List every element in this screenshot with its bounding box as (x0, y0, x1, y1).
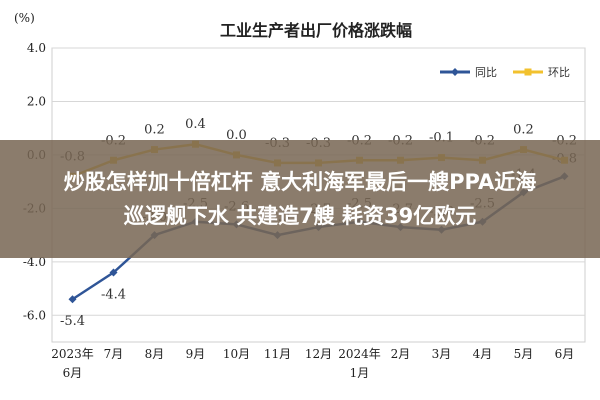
x-tick-label-1: 7月 (104, 347, 124, 361)
x-tick-label-9: 3月 (432, 347, 452, 361)
series-1-label-4: 0.0 (226, 128, 247, 143)
x-tick-label-0-1: 6月 (63, 366, 83, 380)
news-headline-overlay[interactable]: 炒股怎样加十倍杠杆 意大利海军最后一艘PPA近海 巡逻舰下水 共建造7艘 耗资3… (0, 140, 600, 258)
x-tick-label-8: 2月 (391, 347, 411, 361)
legend-label-1: 环比 (548, 66, 570, 79)
series-1-label-2: 0.2 (144, 123, 165, 138)
x-tick-label-7-0: 2024年 (338, 347, 381, 361)
series-0-point-1 (109, 268, 118, 277)
y-axis-unit: (%) (14, 11, 35, 25)
x-tick-label-3: 9月 (186, 347, 206, 361)
series-1-label-11: 0.2 (513, 123, 534, 138)
series-0-point-0 (68, 295, 77, 304)
y-tick-label-5: -6.0 (23, 308, 46, 322)
series-1-label-3: 0.4 (185, 117, 206, 132)
x-tick-label-6: 12月 (305, 347, 332, 361)
x-tick-labels: 2023年 6月 7月 8月 9月 10月 11月 12月 2024年 1月 2月 3月 4月 5月 6月 (51, 347, 574, 380)
headline-line-2: 巡逻舰下水 共建造7艘 耗资39亿欧元 (123, 204, 477, 228)
x-tick-label-0-0: 2023年 (51, 347, 94, 361)
x-tick-label-12: 6月 (555, 347, 575, 361)
series-0-label-0: -5.4 (60, 314, 85, 329)
x-tick-label-10: 4月 (473, 347, 493, 361)
x-tick-label-11: 5月 (514, 347, 534, 361)
headline-line-1: 炒股怎样加十倍杠杆 意大利海军最后一艘PPA近海 (63, 170, 537, 194)
x-tick-label-5: 11月 (264, 347, 291, 361)
x-tick-label-4: 10月 (223, 347, 250, 361)
series-0-label-1: -4.4 (101, 288, 126, 303)
legend: 同比 环比 (440, 66, 570, 79)
x-tick-label-2: 8月 (145, 347, 165, 361)
x-tick-label-7-1: 1月 (350, 366, 370, 380)
y-tick-label-0: 4.0 (27, 41, 46, 55)
legend-swatch-marker-1 (524, 68, 532, 76)
legend-swatch-marker-0 (451, 68, 459, 76)
legend-label-0: 同比 (475, 66, 497, 79)
chart-title: 工业生产者出厂价格涨跌幅 (220, 21, 412, 40)
y-tick-label-1: 2.0 (27, 94, 46, 108)
y-tick-label-4: -4.0 (23, 255, 46, 269)
